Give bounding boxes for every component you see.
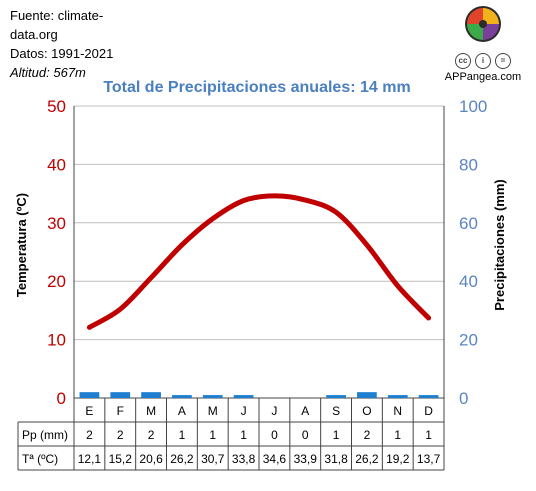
axes: 0 10 20 30 40 50 0 20 40 60 80 100	[47, 97, 487, 408]
precip-bar	[357, 392, 377, 398]
right-tick-label: 20	[459, 331, 478, 350]
cc-license-icons: cc i =	[438, 53, 528, 69]
table-row-label: Pp (mm)	[22, 428, 68, 442]
puzzle-logo-icon	[465, 6, 501, 42]
table-cell: 1	[179, 428, 186, 442]
left-tick-label: 30	[47, 214, 66, 233]
right-tick-label: 0	[459, 389, 468, 408]
precip-bar	[387, 395, 408, 398]
left-tick-label: 20	[47, 272, 66, 291]
brand-block: cc i = APPangea.com	[438, 4, 528, 83]
month-label: O	[362, 404, 371, 418]
table-cell: 2	[86, 428, 93, 442]
data-table: E F M A M J J A S O N D Pp (mm) 2 2 2 1 1 1 0 0 1 2 1 1 Tª (ºC) 12…	[17, 398, 445, 471]
table-cell: 19,2	[386, 452, 410, 466]
left-tick-label: 40	[47, 155, 66, 174]
by-person-icon: i	[475, 53, 491, 69]
table-row-label: Tª (ºC)	[22, 452, 58, 466]
left-tick-label: 0	[57, 389, 66, 408]
table-cell: 13,7	[417, 452, 441, 466]
right-tick-label: 60	[459, 214, 478, 233]
source-info: Fuente: climate- data.org Datos: 1991-20…	[10, 6, 113, 82]
precip-bar	[233, 395, 254, 398]
table-cell: 1	[333, 428, 340, 442]
table-cell: 26,2	[170, 452, 194, 466]
table-cell: 0	[302, 428, 309, 442]
source-line-1: Fuente: climate-	[10, 8, 104, 23]
table-cell: 1	[394, 428, 401, 442]
gridlines	[74, 105, 444, 399]
table-cell: 33,9	[294, 452, 318, 466]
table-cell: 1	[240, 428, 247, 442]
right-tick-label: 40	[459, 272, 478, 291]
month-label: J	[271, 404, 277, 418]
precip-bars	[79, 392, 439, 398]
table-cell: 15,2	[109, 452, 133, 466]
left-tick-label: 10	[47, 331, 66, 350]
brand-site: APPangea.com	[444, 71, 522, 83]
cc-icon: cc	[455, 53, 471, 69]
left-axis-label: Temperatura (ºC)	[14, 193, 29, 297]
table-cell: 12,1	[78, 452, 102, 466]
table-cell: 0	[271, 428, 278, 442]
table-cell: 26,2	[355, 452, 379, 466]
table-cell: 1	[425, 428, 432, 442]
precip-bar	[202, 395, 223, 398]
chart-title: Total de Precipitaciones anuales: 14 mm	[103, 79, 411, 96]
left-tick-label: 50	[47, 97, 66, 116]
altitude: Altitud: 567m	[10, 65, 86, 80]
table-cell: 30,7	[201, 452, 225, 466]
precip-bar	[326, 395, 346, 398]
month-label: J	[241, 404, 247, 418]
temperature-line	[86, 193, 432, 330]
month-label: M	[146, 404, 156, 418]
table-cell: 1	[209, 428, 216, 442]
table-cell: 2	[148, 428, 155, 442]
table-cell: 31,8	[324, 452, 348, 466]
month-label: N	[393, 404, 402, 418]
month-label: A	[178, 404, 186, 418]
table-cell: 20,6	[139, 452, 163, 466]
month-label: E	[85, 404, 93, 418]
month-label: F	[117, 404, 124, 418]
precip-bar	[79, 392, 100, 398]
table-cell: 2	[364, 428, 371, 442]
precip-bar	[418, 395, 439, 398]
source-line-2: data.org	[10, 27, 58, 42]
right-tick-label: 100	[459, 97, 487, 116]
month-label: S	[332, 404, 340, 418]
table-cell: 34,6	[263, 452, 287, 466]
month-label: A	[301, 404, 309, 418]
nd-equal-icon: =	[495, 53, 511, 69]
right-axis-label: Precipitaciones (mm)	[492, 179, 507, 311]
month-label: D	[424, 404, 433, 418]
table-cell: 2	[117, 428, 124, 442]
precip-bar	[172, 395, 192, 398]
precip-bar	[141, 392, 161, 398]
table-cell: 33,8	[232, 452, 256, 466]
data-period: Datos: 1991-2021	[10, 46, 114, 61]
precip-bar	[110, 392, 131, 398]
month-label: M	[208, 404, 218, 418]
right-tick-label: 80	[459, 155, 478, 174]
